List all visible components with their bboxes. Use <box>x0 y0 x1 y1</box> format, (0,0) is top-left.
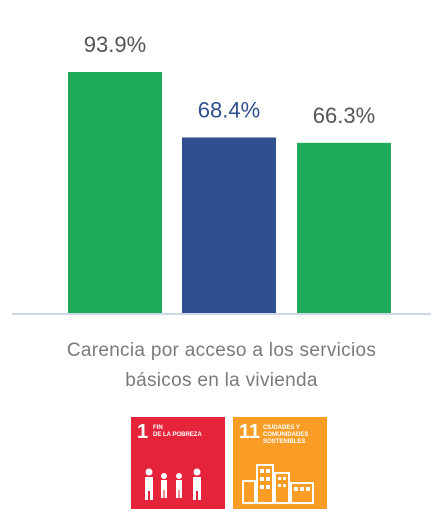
bar-3 <box>297 142 391 313</box>
bar-chart: 93.9% 68.4% 66.3% <box>12 32 431 315</box>
family-icon <box>145 468 201 500</box>
bar-1 <box>68 72 162 313</box>
sdg-11-text: CIUDADES Y COMUNIDADES SOSTENIBLES <box>263 425 309 445</box>
caption-line-1: Carencia por acceso a los servicios <box>66 340 377 361</box>
bar-2 <box>182 137 276 313</box>
bar-1-value-label: 93.9% <box>84 32 146 57</box>
chart-caption: Carencia por acceso a los servicios bási… <box>0 336 443 396</box>
bar-2-value-label: 68.4% <box>198 97 260 122</box>
sdg-1-number: 1 <box>137 421 149 443</box>
city-icon <box>242 464 314 504</box>
bar-3-value-label: 66.3% <box>313 103 375 128</box>
sdg-11-number: 11 <box>239 421 261 443</box>
sdg-11-badge: 11 CIUDADES Y COMUNIDADES SOSTENIBLES <box>233 417 327 509</box>
caption-line-2: básicos en la vivienda <box>125 370 318 391</box>
sdg-1-text: FIN DE LA POBREZA <box>153 425 202 438</box>
sdg-1-badge: 1 FIN DE LA POBREZA <box>131 417 225 509</box>
